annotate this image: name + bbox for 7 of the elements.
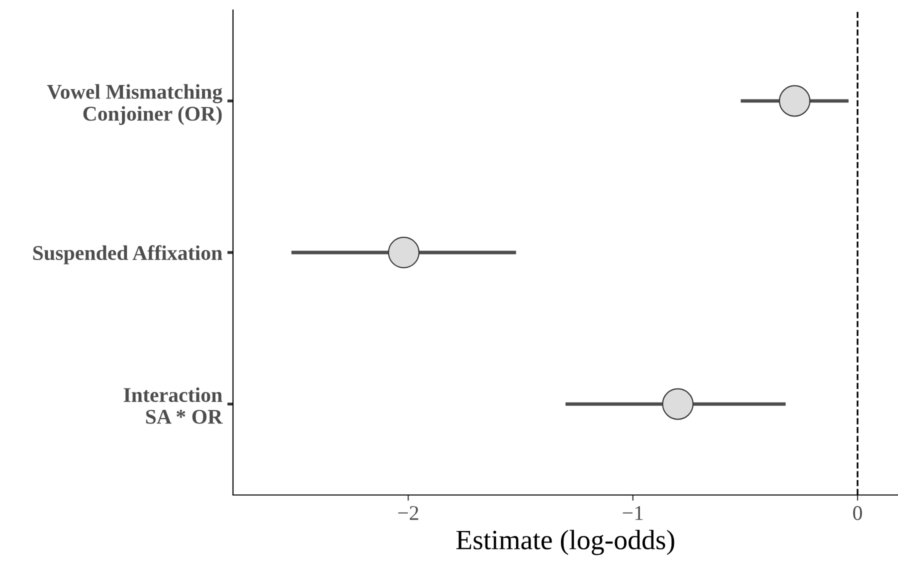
x-tick-label: −1 <box>622 506 643 520</box>
y-tick-label: Interaction SA * OR <box>124 387 223 424</box>
x-tick-label: 0 <box>853 506 862 520</box>
x-tick-label: −2 <box>398 506 418 520</box>
y-tick-label: Vowel Mismatching Conjoiner (OR) <box>47 84 222 126</box>
x-axis-title: Estimate (log-odds) <box>456 530 674 556</box>
y-tick-label: Suspended Affixation <box>33 245 222 264</box>
